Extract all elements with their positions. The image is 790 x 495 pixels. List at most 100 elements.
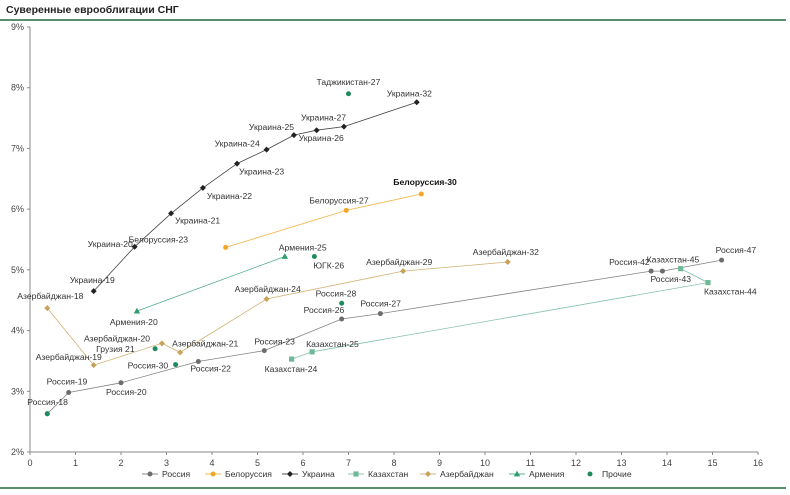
data-point [648,268,654,274]
data-point [263,146,270,153]
x-tick-label: 1 [73,458,78,468]
data-label: Азербайджан-20 [84,333,150,343]
data-label: Украина-24 [215,139,260,149]
data-label: Казахстан-25 [306,339,359,349]
y-tick-label: 4% [11,326,24,336]
data-point [263,296,270,302]
legend-label: Азербайджан [440,469,494,479]
data-label: Казахстан-44 [704,287,757,297]
data-point [261,348,267,354]
legend-marker [353,471,359,477]
data-label: Россия-30 [128,361,169,371]
data-label: Украина-21 [175,215,220,225]
x-tick-label: 3 [164,458,169,468]
data-label: Россия-28 [316,288,357,298]
chart-title: Суверенные еврооблигации СНГ [6,4,179,16]
data-point [313,127,320,134]
legend-label: Прочие [602,469,632,479]
data-label: Россия-23 [254,337,295,347]
data-point [400,268,407,275]
x-tick-label: 12 [571,458,581,468]
data-point [719,257,725,263]
y-tick-label: 9% [11,22,24,32]
data-point [199,184,206,191]
data-point [90,362,97,369]
x-tick-label: 13 [616,458,626,468]
x-tick-label: 6 [300,458,305,468]
x-tick-label: 15 [707,458,717,468]
data-label: Россия-43 [650,274,691,284]
legend-marker [587,471,593,477]
series-line [93,101,417,292]
series-line [291,268,710,360]
data-label: Украина-20 [88,239,133,249]
data-label: Украина-19 [70,275,115,285]
series-line [136,256,285,312]
data-point [343,207,349,213]
data-point [309,349,315,355]
data-label: Белоруссия-27 [309,195,369,205]
data-point [289,356,295,362]
data-point [177,349,184,356]
y-tick-label: 6% [11,204,24,214]
data-point [311,254,317,259]
data-point [118,380,124,386]
data-label: Азербайджан-24 [235,284,301,294]
data-label: Азербайджан-19 [36,352,102,362]
data-point [44,411,50,417]
legend-label: Казахстан [368,469,409,479]
legend-marker [425,471,431,477]
data-label: Россия-18 [27,397,68,407]
data-point [66,390,72,395]
x-tick-label: 10 [480,458,490,468]
data-label: Россия-20 [106,387,147,397]
data-label: Украина-27 [301,113,346,123]
data-point [339,316,345,322]
bottom-divider [0,487,786,489]
data-point [413,99,420,106]
data-point [158,340,165,347]
x-tick-label: 4 [209,458,214,468]
legend-marker [147,471,153,477]
legend-label: Белоруссия [225,469,272,479]
data-label: Белоруссия-30 [393,177,457,187]
data-point [339,300,345,306]
data-point [377,311,383,317]
x-tick-label: 16 [753,458,763,468]
data-label: Грузия 21 [96,344,135,354]
data-label: Белоруссия-23 [129,234,189,244]
data-point [173,362,179,368]
data-label: Россия-42 [609,257,650,267]
data-label: Таджикистан-27 [317,77,381,87]
x-tick-label: 14 [662,458,672,468]
data-point [195,359,201,365]
x-tick-label: 7 [346,458,351,468]
data-label: Армения-20 [110,317,158,327]
y-tick-label: 3% [11,386,24,396]
legend-label: Россия [162,469,191,479]
x-tick-label: 2 [118,458,123,468]
data-label: ЮГК-26 [313,261,344,271]
data-point [133,307,141,314]
data-point [290,132,297,139]
data-point [678,266,684,272]
data-label: Россия-19 [47,377,88,387]
y-tick-label: 8% [11,83,24,93]
data-label: Азербайджан-18 [17,291,83,301]
data-label: Россия-27 [360,299,401,309]
data-point [223,244,229,250]
data-label: Украина-26 [299,133,344,143]
data-label: Россия-47 [716,245,757,255]
y-tick-label: 5% [11,265,24,275]
data-label: Азербайджан-32 [473,247,539,257]
legend-marker [513,470,521,477]
data-label: Россия-26 [304,305,345,315]
data-point [168,210,175,217]
data-point [504,258,511,265]
data-point [281,253,288,259]
data-label: Украина-22 [207,191,252,201]
data-point [131,243,138,250]
data-label: Украина-25 [249,122,294,132]
